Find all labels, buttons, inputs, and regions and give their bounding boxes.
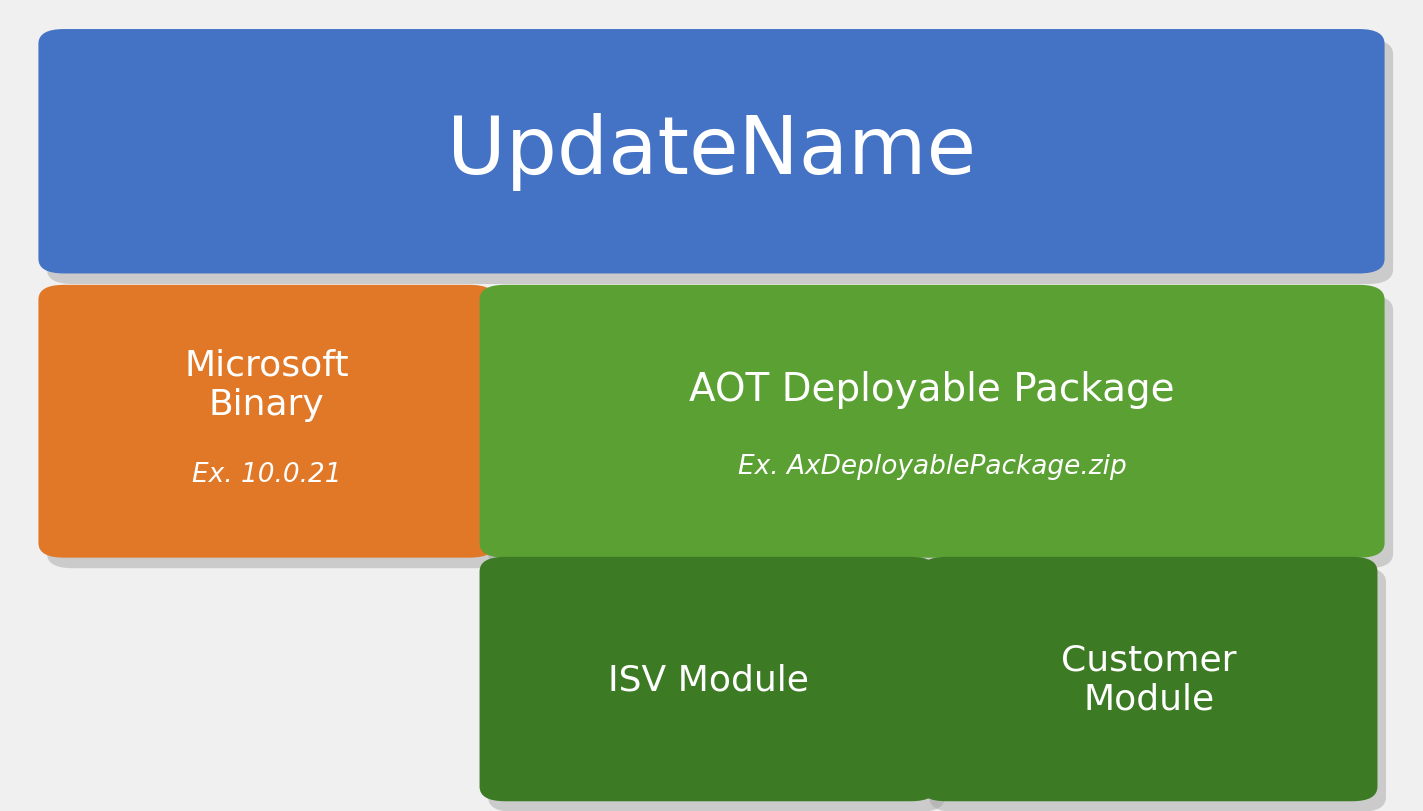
FancyBboxPatch shape (488, 296, 1393, 569)
FancyBboxPatch shape (488, 568, 945, 811)
FancyBboxPatch shape (480, 557, 936, 801)
FancyBboxPatch shape (38, 30, 1385, 274)
FancyBboxPatch shape (480, 285, 1385, 558)
FancyBboxPatch shape (921, 557, 1377, 801)
Text: Customer
Module: Customer Module (1062, 642, 1237, 716)
Text: Ex. AxDeployablePackage.zip: Ex. AxDeployablePackage.zip (737, 453, 1127, 479)
Text: ISV Module: ISV Module (608, 663, 808, 696)
Text: UpdateName: UpdateName (447, 113, 976, 191)
Text: Ex. 10.0.21: Ex. 10.0.21 (192, 461, 342, 487)
FancyBboxPatch shape (47, 296, 504, 569)
Text: Microsoft
Binary: Microsoft Binary (185, 349, 349, 422)
FancyBboxPatch shape (38, 285, 495, 558)
FancyBboxPatch shape (929, 568, 1386, 811)
FancyBboxPatch shape (47, 41, 1393, 285)
Text: AOT Deployable Package: AOT Deployable Package (689, 371, 1175, 408)
